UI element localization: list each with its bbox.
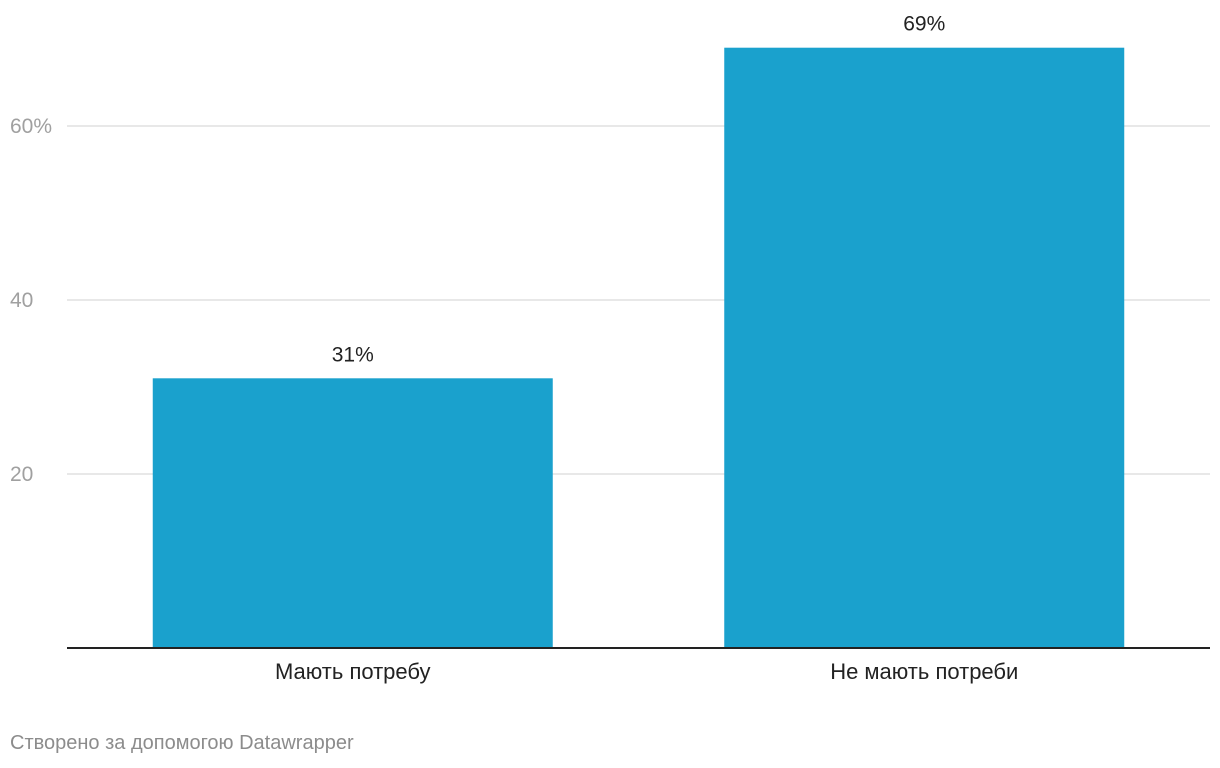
bar-value-labels: 31% 69% <box>332 13 946 367</box>
bar-value-label: 69% <box>903 13 945 36</box>
category-label: Не мають потреби <box>830 659 1018 684</box>
category-label: Мають потребу <box>275 659 431 684</box>
datawrapper-credit[interactable]: Створено за допомогою Datawrapper <box>10 732 354 754</box>
y-tick-label: 20 <box>10 463 33 486</box>
bar-1[interactable] <box>724 47 1125 648</box>
bars <box>152 47 1125 648</box>
y-tick-label: 60% <box>10 115 52 138</box>
x-axis-category-labels: Мають потребу Не мають потреби <box>275 659 1018 684</box>
y-axis-tick-labels: 20 40 60% <box>10 115 52 486</box>
y-tick-label: 40 <box>10 289 33 312</box>
bar-value-label: 31% <box>332 343 374 366</box>
bar-0[interactable] <box>152 378 553 648</box>
